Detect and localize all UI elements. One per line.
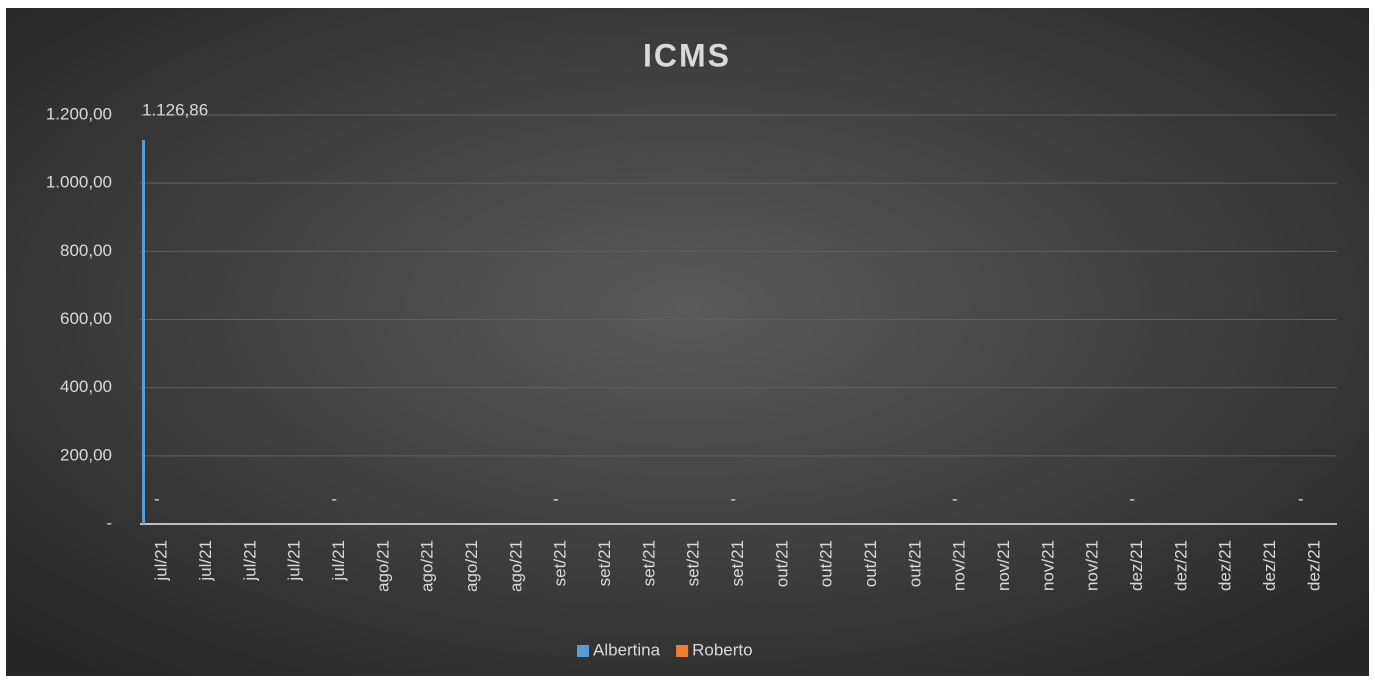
data-label: - bbox=[553, 489, 559, 508]
x-tick-label: jul/21 bbox=[196, 540, 215, 582]
x-tick-label: nov/21 bbox=[1083, 540, 1102, 591]
data-label: - bbox=[331, 489, 337, 508]
y-tick-label: 200,00 bbox=[60, 445, 112, 464]
x-tick-label: dez/21 bbox=[1304, 540, 1323, 591]
x-tick-label: dez/21 bbox=[1127, 540, 1146, 591]
x-tick-label: dez/21 bbox=[1216, 540, 1235, 591]
x-tick-label: set/21 bbox=[728, 540, 747, 586]
x-tick-label: out/21 bbox=[772, 540, 791, 587]
x-tick-label: dez/21 bbox=[1260, 540, 1279, 591]
x-tick-label: dez/21 bbox=[1171, 540, 1190, 591]
x-tick-label: ago/21 bbox=[506, 540, 525, 592]
x-tick-label: set/21 bbox=[684, 540, 703, 586]
data-label: - bbox=[1129, 489, 1135, 508]
x-tick-label: ago/21 bbox=[462, 540, 481, 592]
y-tick-label: 800,00 bbox=[60, 241, 112, 260]
x-tick-label: out/21 bbox=[905, 540, 924, 587]
data-label: - bbox=[1298, 489, 1304, 508]
legend-label: Roberto bbox=[692, 640, 752, 659]
x-tick-label: ago/21 bbox=[373, 540, 392, 592]
x-tick-label: nov/21 bbox=[1038, 540, 1057, 591]
x-tick-label: jul/21 bbox=[152, 540, 171, 582]
y-tick-label: - bbox=[106, 513, 112, 532]
legend-swatch bbox=[577, 645, 589, 657]
chart-title: ICMS bbox=[643, 37, 731, 73]
y-tick-label: 600,00 bbox=[60, 309, 112, 328]
y-tick-label: 1.000,00 bbox=[46, 173, 112, 192]
x-tick-label: set/21 bbox=[595, 540, 614, 586]
bar bbox=[142, 139, 145, 525]
x-tick-label: jul/21 bbox=[285, 540, 304, 582]
chart-background bbox=[6, 8, 1369, 676]
legend-swatch bbox=[676, 645, 689, 657]
y-tick-label: 1.200,00 bbox=[46, 104, 112, 123]
x-tick-label: out/21 bbox=[817, 540, 836, 587]
x-tick-label: out/21 bbox=[861, 540, 880, 587]
x-tick-label: set/21 bbox=[639, 540, 658, 586]
data-label: - bbox=[154, 489, 160, 508]
x-tick-label: nov/21 bbox=[950, 540, 969, 591]
x-tick-label: ago/21 bbox=[418, 540, 437, 592]
x-tick-label: set/21 bbox=[551, 540, 570, 586]
data-label: 1.126,86 bbox=[142, 100, 208, 119]
x-tick-label: jul/21 bbox=[240, 540, 259, 582]
legend-label: Albertina bbox=[593, 640, 661, 659]
y-tick-label: 400,00 bbox=[60, 377, 112, 396]
data-label: - bbox=[730, 489, 736, 508]
x-tick-label: jul/21 bbox=[329, 540, 348, 582]
x-tick-label: nov/21 bbox=[994, 540, 1013, 591]
data-label: - bbox=[952, 489, 958, 508]
